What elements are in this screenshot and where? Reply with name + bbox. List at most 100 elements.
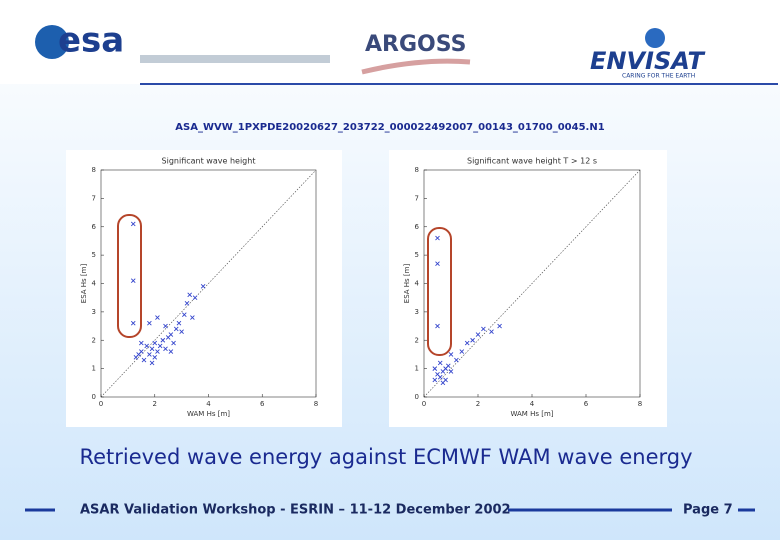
data-point — [435, 261, 440, 266]
data-point — [149, 346, 155, 352]
y-axis-label: ESA Hs [m] — [403, 264, 411, 304]
data-point — [163, 346, 168, 352]
data-point — [152, 340, 158, 346]
y-tick-label: 2 — [92, 336, 96, 344]
data-point — [155, 315, 160, 320]
data-point — [475, 332, 481, 337]
chart-panel — [389, 150, 667, 427]
data-point — [497, 323, 502, 329]
x-tick-label: 6 — [260, 400, 265, 408]
data-point — [152, 354, 158, 360]
x-tick-label: 0 — [99, 400, 103, 408]
data-point — [437, 374, 443, 380]
data-point — [448, 369, 454, 374]
data-point — [440, 380, 446, 386]
y-tick-label: 4 — [415, 280, 420, 288]
data-point — [130, 320, 136, 326]
outlier-outline — [117, 214, 142, 338]
data-point — [187, 292, 193, 298]
y-tick-label: 2 — [415, 336, 419, 344]
y-tick-label: 0 — [92, 393, 96, 401]
data-point — [147, 352, 152, 357]
y-tick-label: 0 — [415, 393, 419, 401]
data-point — [435, 323, 440, 329]
data-point — [168, 332, 174, 337]
x-tick-label: 0 — [422, 400, 426, 408]
chart-title: Significant wave height T > 12 s — [467, 157, 597, 166]
data-point — [181, 312, 187, 318]
data-point — [138, 349, 144, 354]
y-tick-label: 3 — [415, 308, 419, 316]
y-tick-label: 4 — [92, 280, 97, 288]
footer-text: ASAR Validation Workshop - ESRIN – 11-12… — [80, 503, 511, 518]
data-point — [147, 320, 152, 326]
x-tick-label: 2 — [476, 400, 480, 408]
page-number: Page 7 — [683, 503, 733, 518]
data-point — [130, 278, 136, 283]
y-tick-label: 5 — [92, 251, 96, 259]
envisat-logo: ENVISAT — [590, 47, 706, 75]
identity-line — [423, 169, 641, 398]
file-name: ASA_WVW_1PXPDE20020627_203722_0000224920… — [175, 122, 604, 133]
chart-title: Significant wave height — [162, 157, 256, 166]
data-point — [179, 329, 184, 335]
data-point — [138, 340, 144, 346]
data-point — [176, 320, 182, 326]
data-point — [190, 315, 195, 320]
data-point — [432, 366, 438, 371]
data-point — [155, 349, 160, 354]
data-point — [163, 323, 168, 329]
y-tick-label: 6 — [415, 223, 420, 231]
caption: Retrieved wave energy against ECMWF WAM … — [79, 445, 692, 469]
data-point — [141, 357, 147, 363]
x-tick-label: 4 — [530, 400, 535, 408]
x-tick-label: 6 — [584, 400, 589, 408]
data-point — [435, 235, 440, 241]
y-tick-label: 5 — [415, 251, 419, 259]
data-point — [459, 349, 465, 354]
x-axis-label: WAM Hs [m] — [187, 410, 230, 418]
data-point — [437, 360, 443, 366]
identity-line — [100, 169, 317, 398]
x-tick-label: 2 — [153, 400, 157, 408]
data-point — [168, 349, 174, 354]
data-point — [481, 326, 486, 332]
data-point — [173, 326, 179, 332]
data-point — [144, 343, 150, 349]
y-tick-label: 1 — [415, 365, 419, 373]
y-tick-label: 6 — [92, 223, 97, 231]
x-axis-label: WAM Hs [m] — [510, 410, 553, 418]
envisat-globe — [645, 28, 665, 48]
y-tick-label: 3 — [92, 308, 96, 316]
data-point — [130, 221, 136, 227]
y-tick-label: 8 — [415, 166, 419, 174]
chart-panel — [66, 150, 342, 427]
data-point — [470, 337, 475, 343]
y-tick-label: 8 — [92, 166, 96, 174]
argoss-logo: ARGOSS — [365, 32, 466, 57]
data-point — [432, 377, 438, 383]
y-tick-label: 1 — [92, 365, 96, 373]
y-axis-label: ESA Hs [m] — [80, 264, 88, 304]
x-tick-label: 4 — [206, 400, 211, 408]
data-point — [448, 352, 454, 357]
data-point — [445, 363, 451, 369]
data-point — [149, 360, 155, 366]
x-tick-label: 8 — [638, 400, 642, 408]
envisat-tagline: CARING FOR THE EARTH — [622, 73, 695, 80]
data-point — [184, 301, 190, 306]
data-point — [489, 329, 494, 335]
flags — [140, 55, 330, 63]
data-point — [200, 284, 206, 289]
esa-globe — [35, 25, 69, 59]
data-point — [171, 340, 176, 346]
data-point — [133, 354, 139, 360]
data-point — [157, 343, 163, 349]
data-point — [192, 295, 198, 301]
x-tick-label: 8 — [314, 400, 318, 408]
argoss-swoosh — [361, 58, 471, 75]
data-point — [464, 340, 470, 346]
esa-logo: esa — [58, 21, 124, 61]
y-tick-label: 7 — [415, 194, 419, 202]
